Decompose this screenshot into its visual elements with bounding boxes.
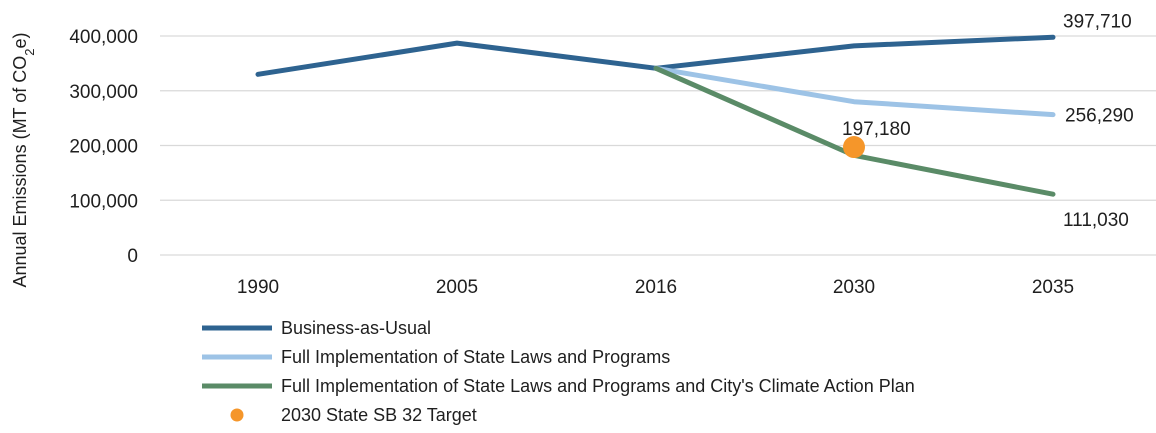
x-tick-label: 2035 bbox=[1032, 277, 1074, 298]
x-axis-tick-labels: 1990 2005 2016 2030 2035 bbox=[237, 277, 1074, 298]
legend-label: Full Implementation of State Laws and Pr… bbox=[281, 347, 670, 367]
y-tick-label: 300,000 bbox=[69, 82, 138, 103]
data-label: 197,180 bbox=[842, 119, 911, 140]
x-tick-label: 2030 bbox=[833, 277, 875, 298]
legend-label: 2030 State SB 32 Target bbox=[281, 405, 477, 425]
legend-label: Business-as-Usual bbox=[281, 318, 431, 338]
data-label: 256,290 bbox=[1065, 106, 1134, 127]
y-axis-label-suffix: e) bbox=[10, 33, 30, 49]
y-tick-label: 100,000 bbox=[69, 191, 138, 212]
data-label: 111,030 bbox=[1063, 210, 1129, 231]
y-tick-label: 200,000 bbox=[69, 137, 138, 158]
legend-swatch bbox=[231, 409, 244, 422]
legend: Business-as-Usual Full Implementation of … bbox=[202, 318, 915, 425]
series-lines bbox=[258, 37, 1053, 194]
legend-label: Full Implementation of State Laws and Pr… bbox=[281, 376, 915, 396]
x-tick-label: 1990 bbox=[237, 277, 279, 298]
y-axis-label-subscript: 2 bbox=[22, 49, 37, 56]
y-tick-label: 0 bbox=[127, 246, 138, 267]
series-line bbox=[656, 68, 1053, 114]
y-tick-label: 400,000 bbox=[69, 27, 138, 48]
x-tick-label: 2016 bbox=[635, 277, 677, 298]
y-axis-label: Annual Emissions (MT of CO2e) bbox=[10, 33, 37, 288]
y-axis-tick-labels: 0 100,000 200,000 300,000 400,000 bbox=[69, 27, 138, 267]
data-label: 397,710 bbox=[1063, 11, 1132, 32]
y-axis-label-prefix: Annual Emissions (MT of CO bbox=[10, 56, 30, 288]
x-tick-label: 2005 bbox=[436, 277, 478, 298]
